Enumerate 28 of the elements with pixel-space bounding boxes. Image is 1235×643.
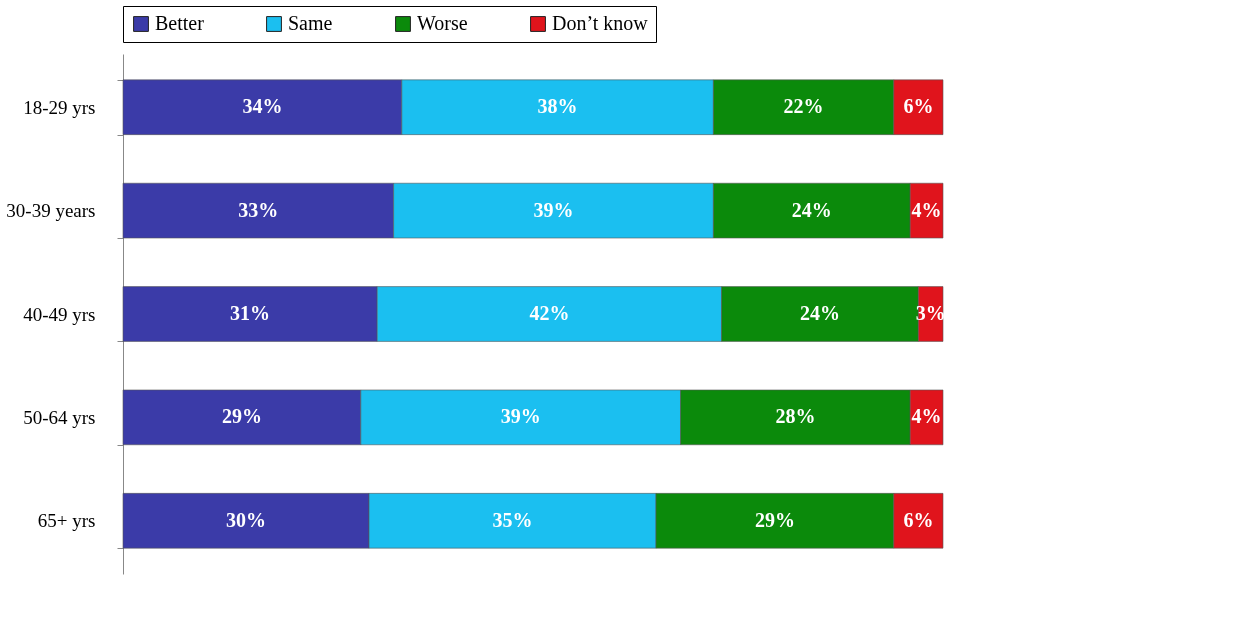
data-label: 42% — [529, 302, 570, 324]
data-label: 28% — [775, 405, 816, 428]
data-label: 24% — [800, 302, 840, 324]
legend-label: Same — [288, 12, 333, 34]
legend-label: Better — [155, 12, 205, 34]
legend-label: Don’t know — [552, 12, 649, 34]
data-label: 4% — [911, 405, 942, 428]
data-label: 29% — [221, 405, 262, 428]
data-label: 38% — [537, 95, 578, 118]
data-label: 22% — [783, 95, 824, 118]
data-label: 35% — [492, 508, 533, 531]
data-label: 6% — [903, 95, 934, 118]
legend-label: Worse — [417, 12, 468, 34]
data-label: 30% — [226, 508, 266, 531]
y-tick-label: 65+ yrs — [37, 510, 96, 532]
data-label: 29% — [754, 508, 795, 531]
data-label: 6% — [903, 508, 934, 531]
data-label: 4% — [911, 198, 942, 221]
data-label: 34% — [242, 95, 283, 118]
data-label: 39% — [500, 405, 541, 428]
y-tick-label: 30-39 years — [6, 200, 96, 222]
y-tick-label: 50-64 yrs — [23, 406, 96, 428]
y-tick-label: 40-49 yrs — [23, 303, 96, 325]
data-label: 39% — [533, 198, 574, 221]
data-label: 33% — [238, 198, 279, 221]
y-tick-label: 18-29 yrs — [23, 96, 96, 118]
data-label: 31% — [230, 302, 271, 324]
data-label: 24% — [791, 198, 832, 221]
